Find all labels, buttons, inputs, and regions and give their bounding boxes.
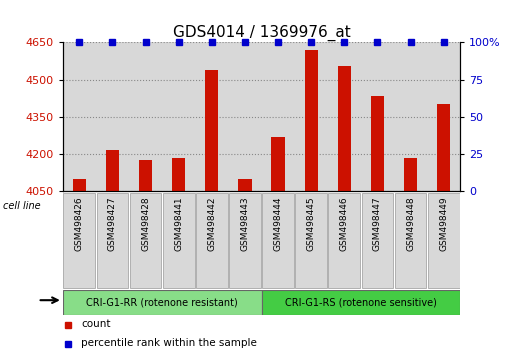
Bar — [229, 42, 262, 191]
Bar — [73, 179, 86, 354]
Bar — [262, 42, 294, 191]
Bar — [63, 42, 96, 191]
Bar — [130, 193, 162, 288]
Text: count: count — [81, 319, 110, 329]
Bar — [294, 42, 328, 191]
Text: GSM498427: GSM498427 — [108, 196, 117, 251]
Text: GSM498444: GSM498444 — [274, 196, 282, 251]
Text: cell line: cell line — [3, 201, 41, 211]
Text: GSM498447: GSM498447 — [373, 196, 382, 251]
Bar — [395, 193, 426, 288]
Text: CRI-G1-RS (rotenone sensitive): CRI-G1-RS (rotenone sensitive) — [285, 298, 437, 308]
Bar — [328, 42, 361, 191]
Text: GSM498428: GSM498428 — [141, 196, 150, 251]
Bar — [437, 104, 450, 354]
Bar — [238, 179, 252, 354]
Bar — [129, 42, 162, 191]
Bar — [97, 193, 128, 288]
Bar — [304, 50, 318, 354]
Bar — [229, 193, 261, 288]
Bar — [394, 42, 427, 191]
Bar — [162, 42, 195, 191]
Bar — [205, 70, 219, 354]
Text: percentile rank within the sample: percentile rank within the sample — [81, 338, 257, 348]
Bar — [428, 193, 460, 288]
Text: CRI-G1-RR (rotenone resistant): CRI-G1-RR (rotenone resistant) — [86, 298, 238, 308]
Text: GSM498445: GSM498445 — [306, 196, 316, 251]
Bar — [139, 160, 152, 354]
Bar — [63, 193, 95, 288]
Bar — [262, 193, 294, 288]
Bar — [196, 193, 228, 288]
Text: GSM498448: GSM498448 — [406, 196, 415, 251]
Title: GDS4014 / 1369976_at: GDS4014 / 1369976_at — [173, 25, 350, 41]
Bar — [163, 193, 195, 288]
Bar — [328, 193, 360, 288]
Text: GSM498449: GSM498449 — [439, 196, 448, 251]
Bar — [404, 158, 417, 354]
Bar — [195, 42, 229, 191]
Text: GSM498426: GSM498426 — [75, 196, 84, 251]
Bar — [295, 193, 327, 288]
Bar — [361, 193, 393, 288]
Bar — [271, 137, 285, 354]
Bar — [427, 42, 460, 191]
Bar — [262, 290, 460, 315]
Text: GSM498441: GSM498441 — [174, 196, 183, 251]
Bar — [106, 150, 119, 354]
Bar — [172, 158, 185, 354]
Bar — [63, 290, 262, 315]
Bar — [338, 66, 351, 354]
Text: GSM498443: GSM498443 — [241, 196, 249, 251]
Bar — [361, 42, 394, 191]
Text: GSM498446: GSM498446 — [340, 196, 349, 251]
Text: GSM498442: GSM498442 — [207, 196, 217, 251]
Bar — [371, 96, 384, 354]
Bar — [96, 42, 129, 191]
